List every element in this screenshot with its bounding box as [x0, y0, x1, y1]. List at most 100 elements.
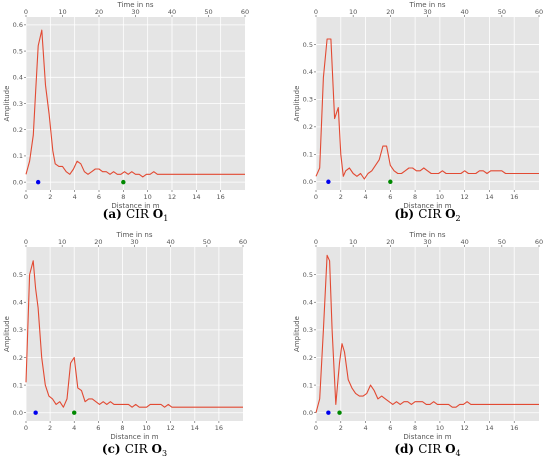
y-tick-label: 0.5	[13, 271, 23, 279]
y-tick-label: 0.2	[303, 123, 313, 131]
y-tick-label: 0.0	[303, 409, 313, 417]
x-axis-label: Distance in m	[403, 433, 451, 441]
top-tick-label: 50	[203, 238, 211, 246]
x-tick-label: 12	[168, 193, 176, 201]
x-tick-label: 0	[24, 193, 28, 201]
x-tick-label: 12	[461, 424, 469, 432]
x-tick-label: 14	[485, 193, 493, 201]
x-tick-label: 0	[314, 424, 318, 432]
plot-background	[26, 247, 243, 421]
x-tick-label: 14	[191, 424, 199, 432]
top-tick-label: 30	[130, 238, 138, 246]
top-tick-label: 60	[535, 238, 543, 246]
caption-subscript: 4	[456, 449, 461, 458]
caption-subscript: 2	[456, 214, 461, 223]
caption-prefix: (b)	[394, 207, 418, 221]
x-tick-label: 6	[388, 193, 392, 201]
y-tick-label: 0.4	[303, 68, 313, 76]
x-tick-label: 2	[48, 424, 52, 432]
y-axis-label: Amplitude	[293, 86, 301, 122]
caption-prefix: (a)	[103, 207, 126, 221]
marker-point	[33, 410, 38, 415]
x-tick-label: 4	[73, 193, 77, 201]
x-tick-label: 2	[339, 424, 343, 432]
top-tick-label: 30	[131, 8, 139, 16]
chart-caption: (a) CIR O1	[103, 207, 169, 223]
x-tick-label: 10	[436, 193, 444, 201]
x-tick-label: 10	[436, 424, 444, 432]
y-axis-label: Amplitude	[3, 86, 11, 122]
x-tick-label: 8	[121, 193, 125, 201]
plot-background	[316, 17, 539, 190]
x-tick-label: 14	[485, 424, 493, 432]
x-tick-label: 4	[363, 424, 367, 432]
top-tick-label: 40	[167, 238, 175, 246]
marker-point	[326, 410, 331, 415]
y-tick-label: 0.3	[303, 96, 313, 104]
x-tick-label: 12	[167, 424, 175, 432]
caption-text: CIR	[418, 207, 445, 221]
marker-point	[121, 179, 126, 185]
chart-caption: (c) CIR O3	[102, 442, 167, 458]
y-tick-label: 0.2	[303, 354, 313, 362]
x-tick-label: 8	[120, 424, 124, 432]
top-tick-label: 40	[168, 8, 176, 16]
x-tick-label: 6	[96, 424, 100, 432]
top-tick-label: 10	[349, 238, 357, 246]
top-tick-label: 20	[386, 8, 394, 16]
x-axis-label: Distance in m	[111, 202, 159, 210]
top-tick-label: 20	[386, 238, 394, 246]
caption-text: CIR	[125, 442, 152, 456]
chart-4: 0 2 4 6 8 10 12 14 16 0 10 20 30 40 50 60 0.0 0.1 0.2 0.3 0.…	[293, 231, 543, 458]
top-tick-label: 0	[24, 238, 28, 246]
y-tick-label: 0.1	[303, 151, 313, 159]
top-tick-label: 10	[58, 238, 66, 246]
x-tick-label: 10	[144, 193, 152, 201]
caption-letter: O	[152, 442, 162, 456]
caption-letter: O	[153, 207, 163, 221]
marker-point	[72, 410, 77, 415]
top-tick-label: 50	[498, 238, 506, 246]
x-tick-label: 6	[97, 193, 101, 201]
x-tick-label: 0	[314, 193, 318, 201]
y-tick-label: 0.0	[13, 178, 23, 186]
marker-point	[326, 179, 331, 184]
caption-prefix: (c)	[102, 442, 125, 456]
marker-point	[35, 179, 41, 185]
chart-3: 0 2 4 6 8 10 12 14 16 0 10 20 30 40 50 60 0.0 0.1 0.2 0.3 0.…	[3, 231, 247, 458]
top-tick-label: 10	[349, 8, 357, 16]
top-tick-label: 0	[314, 238, 318, 246]
marker-point	[337, 410, 342, 415]
y-tick-label: 0.1	[303, 381, 313, 389]
y-tick-label: 0.3	[13, 326, 23, 334]
x-tick-label: 16	[510, 193, 518, 201]
x-tick-label: 12	[461, 193, 469, 201]
top-tick-label: 30	[423, 8, 431, 16]
series-line	[25, 29, 245, 178]
caption-text: CIR	[418, 442, 445, 456]
y-tick-label: 0.4	[303, 299, 313, 307]
x-tick-label: 8	[413, 424, 417, 432]
x-tick-label: 16	[217, 193, 225, 201]
series-line	[315, 38, 539, 180]
y-tick-label: 0.0	[303, 178, 313, 186]
top-axis-label: Time in ns	[408, 1, 445, 9]
top-tick-label: 40	[461, 8, 469, 16]
caption-subscript: 3	[162, 449, 167, 458]
y-tick-label: 0.3	[303, 326, 313, 334]
y-axis-label: Amplitude	[293, 316, 301, 352]
top-tick-label: 50	[204, 8, 212, 16]
caption-letter: O	[445, 207, 455, 221]
x-tick-label: 16	[215, 424, 223, 432]
x-tick-label: 0	[24, 424, 28, 432]
y-tick-label: 0.2	[13, 354, 23, 362]
top-axis-label: Time in ns	[116, 1, 153, 9]
y-axis-label: Amplitude	[3, 316, 11, 352]
caption-prefix: (d)	[394, 442, 418, 456]
x-tick-label: 4	[72, 424, 76, 432]
top-axis-label: Time in ns	[408, 231, 445, 239]
x-tick-label: 4	[363, 193, 367, 201]
chart-1: 0 2 4 6 8 10 12 14 16 0 10 20 30 40 50 60 0.0 0.1 0.2 0.3 0.…	[3, 1, 249, 223]
